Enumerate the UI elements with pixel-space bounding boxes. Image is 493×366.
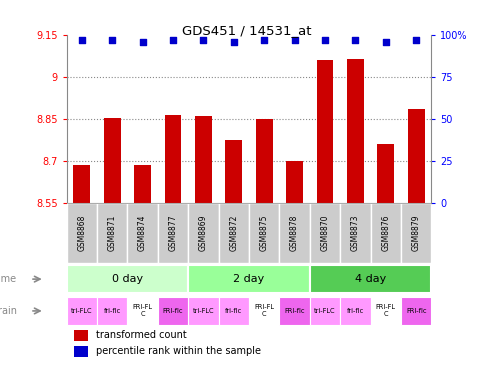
- Text: GDS451 / 14531_at: GDS451 / 14531_at: [182, 24, 311, 37]
- Point: [169, 37, 177, 43]
- Point: [412, 37, 420, 43]
- Text: strain: strain: [0, 306, 17, 316]
- Point: [321, 37, 329, 43]
- Bar: [310, 203, 340, 263]
- Text: 2 day: 2 day: [233, 274, 265, 284]
- Point: [108, 37, 116, 43]
- Text: GSM8869: GSM8869: [199, 215, 208, 251]
- Bar: [188, 265, 310, 294]
- Text: transformed count: transformed count: [96, 330, 186, 340]
- Text: GSM8872: GSM8872: [229, 215, 238, 251]
- Bar: [340, 296, 371, 325]
- Bar: [188, 203, 218, 263]
- Bar: [340, 203, 371, 263]
- Bar: [97, 296, 127, 325]
- Bar: [67, 265, 188, 294]
- Bar: [74, 346, 88, 357]
- Text: fri-flc: fri-flc: [104, 308, 121, 314]
- Bar: [408, 109, 424, 203]
- Bar: [317, 60, 333, 203]
- Point: [230, 38, 238, 44]
- Text: GSM8876: GSM8876: [381, 215, 390, 251]
- Bar: [378, 144, 394, 203]
- Bar: [280, 203, 310, 263]
- Bar: [134, 165, 151, 203]
- Bar: [158, 203, 188, 263]
- Text: GSM8870: GSM8870: [320, 215, 329, 251]
- Text: GSM8873: GSM8873: [351, 215, 360, 251]
- Bar: [401, 203, 431, 263]
- Bar: [218, 296, 249, 325]
- Bar: [97, 203, 127, 263]
- Text: GSM8877: GSM8877: [169, 215, 177, 251]
- Bar: [249, 203, 280, 263]
- Bar: [371, 203, 401, 263]
- Text: GSM8868: GSM8868: [77, 215, 86, 251]
- Bar: [127, 296, 158, 325]
- Point: [352, 37, 359, 43]
- Bar: [280, 296, 310, 325]
- Text: FRI-FL
C: FRI-FL C: [376, 305, 396, 317]
- Text: percentile rank within the sample: percentile rank within the sample: [96, 346, 261, 356]
- Point: [78, 37, 86, 43]
- Bar: [67, 296, 97, 325]
- Bar: [67, 203, 97, 263]
- Text: tri-FLC: tri-FLC: [71, 308, 93, 314]
- Text: fri-flc: fri-flc: [225, 308, 243, 314]
- Text: tri-FLC: tri-FLC: [314, 308, 336, 314]
- Bar: [165, 115, 181, 203]
- Point: [260, 37, 268, 43]
- Text: GSM8871: GSM8871: [107, 215, 117, 251]
- Bar: [286, 161, 303, 203]
- Bar: [347, 59, 364, 203]
- Bar: [225, 140, 242, 203]
- Bar: [310, 265, 431, 294]
- Text: tri-FLC: tri-FLC: [193, 308, 214, 314]
- Text: FRI-FL
C: FRI-FL C: [133, 305, 152, 317]
- Bar: [401, 296, 431, 325]
- Text: FRI-flc: FRI-flc: [284, 308, 305, 314]
- Point: [291, 37, 299, 43]
- Bar: [218, 203, 249, 263]
- Bar: [73, 165, 90, 203]
- Text: FRI-flc: FRI-flc: [406, 308, 426, 314]
- Text: time: time: [0, 274, 17, 284]
- Bar: [195, 116, 211, 203]
- Text: FRI-FL
C: FRI-FL C: [254, 305, 274, 317]
- Text: GSM8878: GSM8878: [290, 215, 299, 251]
- Text: FRI-flc: FRI-flc: [163, 308, 183, 314]
- Bar: [249, 296, 280, 325]
- Text: fri-flc: fri-flc: [347, 308, 364, 314]
- Text: GSM8875: GSM8875: [260, 215, 269, 251]
- Point: [199, 37, 208, 43]
- Text: 0 day: 0 day: [112, 274, 143, 284]
- Text: 4 day: 4 day: [355, 274, 386, 284]
- Text: GSM8879: GSM8879: [412, 215, 421, 251]
- Bar: [74, 330, 88, 341]
- Point: [139, 38, 146, 44]
- Bar: [310, 296, 340, 325]
- Bar: [127, 203, 158, 263]
- Bar: [256, 119, 273, 203]
- Bar: [158, 296, 188, 325]
- Text: GSM8874: GSM8874: [138, 215, 147, 251]
- Bar: [104, 117, 120, 203]
- Point: [382, 38, 389, 44]
- Bar: [188, 296, 218, 325]
- Bar: [371, 296, 401, 325]
